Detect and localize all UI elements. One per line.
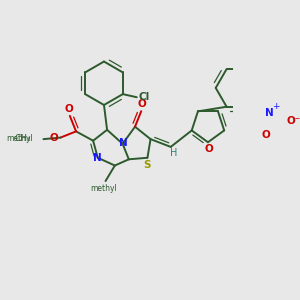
Text: Cl: Cl [139, 92, 150, 102]
Text: S: S [144, 160, 151, 170]
Text: O: O [49, 134, 58, 143]
Text: methyl: methyl [91, 184, 117, 193]
Text: methyl: methyl [6, 134, 33, 143]
Text: H: H [170, 148, 178, 158]
Text: +: + [272, 102, 279, 111]
Text: O⁻: O⁻ [287, 116, 300, 127]
Text: O: O [138, 99, 146, 109]
Text: N: N [93, 153, 101, 163]
Text: O: O [65, 104, 74, 114]
Text: N: N [265, 108, 274, 118]
Text: O: O [261, 130, 270, 140]
Text: CH₃: CH₃ [14, 134, 31, 143]
Text: O: O [204, 144, 213, 154]
Text: N: N [119, 138, 128, 148]
